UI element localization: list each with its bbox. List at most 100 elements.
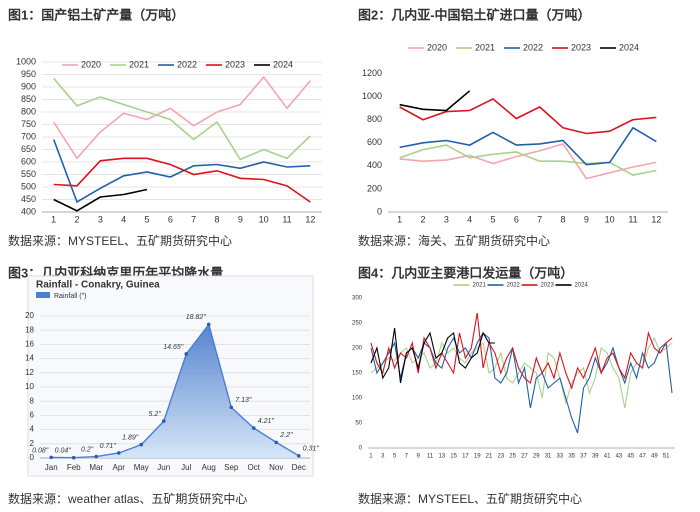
x-tick-label: Nov [269,463,283,472]
value-label: 14.65" [163,344,184,351]
x-tick-label: 11 [628,214,637,224]
x-tick-label: 29 [533,454,540,460]
y-tick-label: 1000 [362,91,382,101]
y-tick-label: 0 [377,206,382,216]
x-tick-label: Mar [89,463,103,472]
legend-label: Rainfall (") [54,293,86,300]
legend-label: 2021 [475,42,495,52]
point [296,453,301,458]
panel-title: 图2：几内亚-中国铝土矿进口量（万吨） [358,7,591,22]
y-tick-label: 8 [30,396,35,405]
x-tick-label: 21 [486,454,493,460]
area-line [51,322,300,459]
chart-subtitle: Rainfall - Conakry, Guinea [36,280,160,291]
x-tick-label: 35 [568,454,575,460]
point [161,419,166,423]
panel-title: 图4：几内亚主要港口发运量（万吨） [358,265,573,280]
value-label: 0.04" [55,448,72,455]
panel-source: 数据来源：weather atlas、五矿期货研究中心 [8,491,247,506]
x-tick-label: 4 [121,214,126,224]
x-tick-label: 1 [51,214,56,224]
y-tick-label: 10 [25,382,34,391]
y-tick-label: 400 [367,160,382,170]
point [206,322,211,327]
y-tick-label: 650 [21,144,36,154]
y-tick-label: 14 [25,354,34,363]
value-label: 4.21" [258,418,275,425]
x-tick-label: 3 [381,454,385,460]
x-tick-label: Jul [181,463,191,472]
series-line [53,157,311,203]
value-label: 18.82" [186,314,207,321]
y-tick-label: 1200 [362,68,382,78]
legend-label: 2022 [507,283,521,289]
x-tick-label: 8 [560,214,565,224]
y-tick-label: 4 [30,425,35,434]
point [116,451,121,455]
panel-title: 图1：国产铝土矿产量（万吨） [8,7,184,22]
legend-label: 2021 [473,283,487,289]
x-tick-label: 7 [405,454,409,460]
y-tick-label: 18 [25,325,34,334]
y-tick-label: 500 [21,181,36,191]
y-tick-label: 150 [352,371,363,377]
legend-label: 2024 [619,42,639,52]
x-tick-label: 3 [444,214,449,224]
y-tick-label: 600 [21,156,36,166]
value-label: 2.2" [279,432,293,439]
series-line [53,77,311,161]
point [251,426,256,430]
point [71,455,76,460]
y-tick-label: 100 [352,396,363,402]
series-line [52,139,311,204]
x-tick-label: 41 [604,454,611,460]
x-tick-label: 25 [509,454,516,460]
x-tick-label: 13 [438,454,445,460]
y-tick-label: 700 [21,131,36,141]
point [229,405,234,410]
legend-label: 2020 [81,59,101,69]
x-tick-label: 12 [651,214,661,224]
y-tick-label: 16 [25,340,34,349]
series-line [370,327,495,384]
legend-label: 2021 [129,59,149,69]
x-tick-label: 51 [663,454,670,460]
x-tick-label: 5 [490,214,495,224]
series-line [399,126,657,166]
y-tick-label: 20 [25,311,34,320]
x-tick-label: 17 [462,454,469,460]
y-tick-label: 600 [367,137,382,147]
x-tick-label: 8 [214,214,219,224]
value-label: 0.08" [32,447,49,454]
point [139,442,144,447]
y-tick-label: 800 [21,106,36,116]
y-tick-label: 1000 [16,56,36,66]
series-line [53,75,311,160]
y-tick-label: 50 [355,421,362,427]
x-tick-label: Aug [202,463,216,472]
legend-label: 2022 [177,59,197,69]
x-tick-label: 45 [627,454,634,460]
panel-source: 数据来源：MYSTEEL、五矿期货研究中心 [358,491,582,506]
x-tick-label: 6 [514,214,519,224]
point [184,352,189,356]
x-tick-label: 9 [417,454,421,460]
legend-label: 2022 [523,42,543,52]
y-tick-label: 200 [367,183,382,193]
x-tick-label: 6 [168,214,173,224]
y-tick-label: 850 [21,94,36,104]
y-tick-label: 0 [30,453,35,462]
legend-label: 2023 [225,59,245,69]
x-tick-label: 2 [420,214,425,224]
point [49,455,54,460]
series-line [399,90,471,112]
y-tick-label: 200 [352,346,363,352]
x-tick-label: 19 [474,454,481,460]
point [94,454,99,459]
panel-source: 数据来源：MYSTEEL、五矿期货研究中心 [8,233,232,248]
series-line [399,142,657,180]
x-tick-label: 5 [393,454,397,460]
x-tick-label: 10 [259,214,269,224]
value-label: 7.13" [235,397,252,404]
